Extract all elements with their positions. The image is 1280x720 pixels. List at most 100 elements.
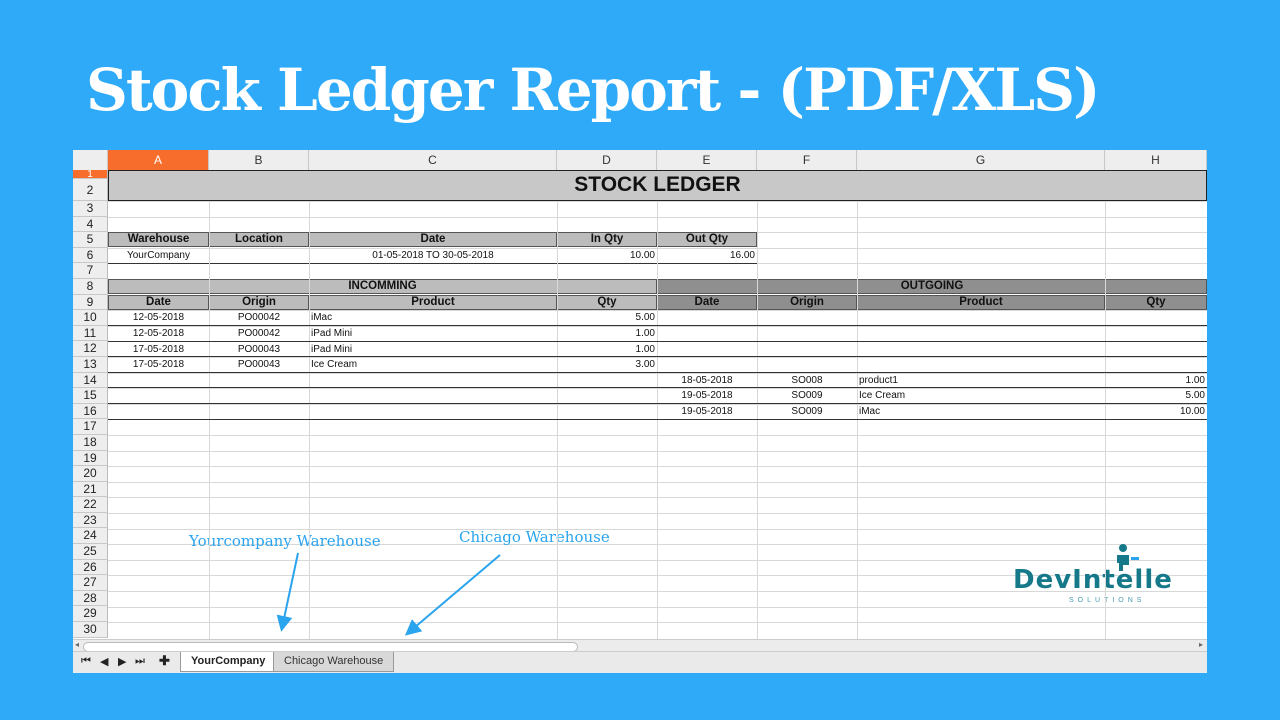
incoming-date: 12-05-2018	[132, 312, 185, 323]
row-header-bar: 1 2 3 4 5 6 7 8 9 10 11 12 13 14 15 16 17 18 19 20 21 22 23 24 2…	[73, 170, 108, 638]
row-header-8[interactable]: 8	[73, 278, 108, 295]
summary-warehouse: YourCompany	[126, 250, 190, 261]
column-header-a[interactable]: A	[108, 150, 209, 170]
report-title: STOCK LEDGER	[108, 170, 1207, 201]
previous-sheet-icon[interactable]: ◀	[100, 656, 109, 668]
incoming-product: iPad Mini	[311, 328, 353, 339]
grid-line	[309, 201, 310, 639]
tab-yourcompany[interactable]: YourCompany	[180, 652, 277, 672]
row-header-19[interactable]: 19	[73, 450, 108, 467]
row-header-21[interactable]: 21	[73, 481, 108, 498]
outgoing-date: 19-05-2018	[681, 390, 733, 401]
incoming-section-label: INCOMMING	[108, 279, 657, 294]
row-header-20[interactable]: 20	[73, 466, 108, 482]
summary-header-out-qty: Out Qty	[657, 232, 757, 247]
row-header-4[interactable]: 4	[73, 216, 108, 233]
summary-header-date: Date	[309, 232, 557, 247]
row-header-24[interactable]: 24	[73, 528, 108, 545]
row-header-9[interactable]: 9	[73, 294, 108, 311]
scroll-right-icon[interactable]: ▸	[1198, 640, 1203, 649]
row-header-12[interactable]: 12	[73, 341, 108, 357]
row-header-3[interactable]: 3	[73, 201, 108, 217]
incoming-qty: 3.00	[635, 359, 655, 370]
column-header-d[interactable]: D	[557, 150, 657, 170]
row-header-11[interactable]: 11	[73, 325, 108, 342]
tab-chicago-warehouse[interactable]: Chicago Warehouse	[273, 652, 395, 672]
row-header-30[interactable]: 30	[73, 622, 108, 638]
outgoing-date: 19-05-2018	[681, 406, 733, 417]
scroll-left-icon[interactable]: ◂	[75, 640, 80, 649]
row-header-22[interactable]: 22	[73, 497, 108, 513]
row-header-18[interactable]: 18	[73, 434, 108, 451]
incoming-origin: PO00043	[237, 344, 281, 355]
select-all-corner[interactable]	[73, 150, 108, 170]
incoming-qty: 1.00	[635, 344, 655, 355]
summary-underline	[108, 263, 757, 264]
row-header-2[interactable]: 2	[73, 179, 108, 201]
outgoing-product: iMac	[859, 406, 881, 417]
column-header-c[interactable]: C	[309, 150, 557, 170]
headline: Stock Ledger Report - (PDF/XLS)	[86, 56, 1100, 124]
column-header-bar: A B C D E F G H	[73, 150, 1207, 171]
outgoing-qty: 1.00	[1185, 375, 1205, 386]
row-header-27[interactable]: 27	[73, 575, 108, 591]
last-sheet-icon[interactable]: ⏭	[135, 655, 145, 667]
row-header-10[interactable]: 10	[73, 310, 108, 326]
row-header-5[interactable]: 5	[73, 232, 108, 248]
summary-out-qty: 16.00	[729, 250, 755, 261]
grid-line	[757, 201, 758, 639]
row-header-14[interactable]: 14	[73, 372, 108, 389]
next-sheet-icon[interactable]: ▶	[118, 656, 127, 668]
row-header-15[interactable]: 15	[73, 388, 108, 404]
row-header-13[interactable]: 13	[73, 356, 108, 373]
annotation-arrows	[276, 552, 501, 636]
row-header-29[interactable]: 29	[73, 606, 108, 623]
arrow-to-chicago-tab	[404, 554, 501, 636]
column-header-b[interactable]: B	[209, 150, 309, 170]
sheet-tab-bar: ⏮ ◀ ▶ ⏭ ✚ YourCompany Chicago Warehouse	[73, 651, 1207, 673]
summary-header-warehouse: Warehouse	[108, 232, 209, 247]
row-header-17[interactable]: 17	[73, 419, 108, 435]
column-header-h[interactable]: H	[1105, 150, 1207, 170]
incoming-product: Ice Cream	[311, 359, 358, 370]
outgoing-origin: SO009	[791, 390, 823, 401]
column-header-f[interactable]: F	[757, 150, 857, 170]
spreadsheet: A B C D E F G H 1 2 3 4 5 6 7 8 9 10 11 12 13 14 15 16 1…	[73, 150, 1207, 673]
row-header-26[interactable]: 26	[73, 559, 108, 576]
row-header-16[interactable]: 16	[73, 403, 108, 420]
row-border	[108, 356, 1207, 357]
row-header-1[interactable]: 1	[73, 170, 108, 180]
outgoing-qty: 5.00	[1185, 390, 1205, 401]
incoming-origin: PO00043	[237, 359, 281, 370]
row-header-28[interactable]: 28	[73, 590, 108, 607]
incoming-date: 17-05-2018	[132, 359, 185, 370]
column-header-g[interactable]: G	[857, 150, 1105, 170]
add-sheet-icon[interactable]: ✚	[159, 653, 170, 668]
cell-grid[interactable]: STOCK LEDGER Warehouse Location Date In …	[108, 170, 1207, 639]
row-border	[108, 419, 1207, 420]
row-border	[108, 325, 1207, 326]
devintelle-logo: DevIntelle SOLUTIONS	[1013, 544, 1173, 604]
column-header-e[interactable]: E	[657, 150, 757, 170]
logo-subtitle: SOLUTIONS	[1069, 597, 1146, 604]
grid-line	[1105, 201, 1106, 639]
row-header-7[interactable]: 7	[73, 263, 108, 279]
row-border	[108, 387, 1207, 388]
row-header-6[interactable]: 6	[73, 247, 108, 264]
arrow-to-yourcompany-tab	[276, 552, 299, 632]
grid-line	[209, 201, 210, 639]
incoming-product: iPad Mini	[311, 344, 353, 355]
annotation-yourcompany-warehouse: Yourcompany Warehouse	[189, 532, 381, 550]
incoming-qty: 1.00	[635, 328, 655, 339]
incoming-qty: 5.00	[635, 312, 655, 323]
incoming-origin: PO00042	[237, 312, 281, 323]
row-header-25[interactable]: 25	[73, 544, 108, 560]
annotation-chicago-warehouse: Chicago Warehouse	[459, 528, 610, 546]
outgoing-product: Ice Cream	[859, 390, 906, 401]
incoming-product: iMac	[311, 312, 333, 323]
incoming-header-origin: Origin	[209, 295, 309, 310]
outgoing-product: product1	[859, 375, 898, 386]
incoming-header-date: Date	[108, 295, 209, 310]
first-sheet-icon[interactable]: ⏮	[81, 655, 91, 667]
row-header-23[interactable]: 23	[73, 512, 108, 529]
